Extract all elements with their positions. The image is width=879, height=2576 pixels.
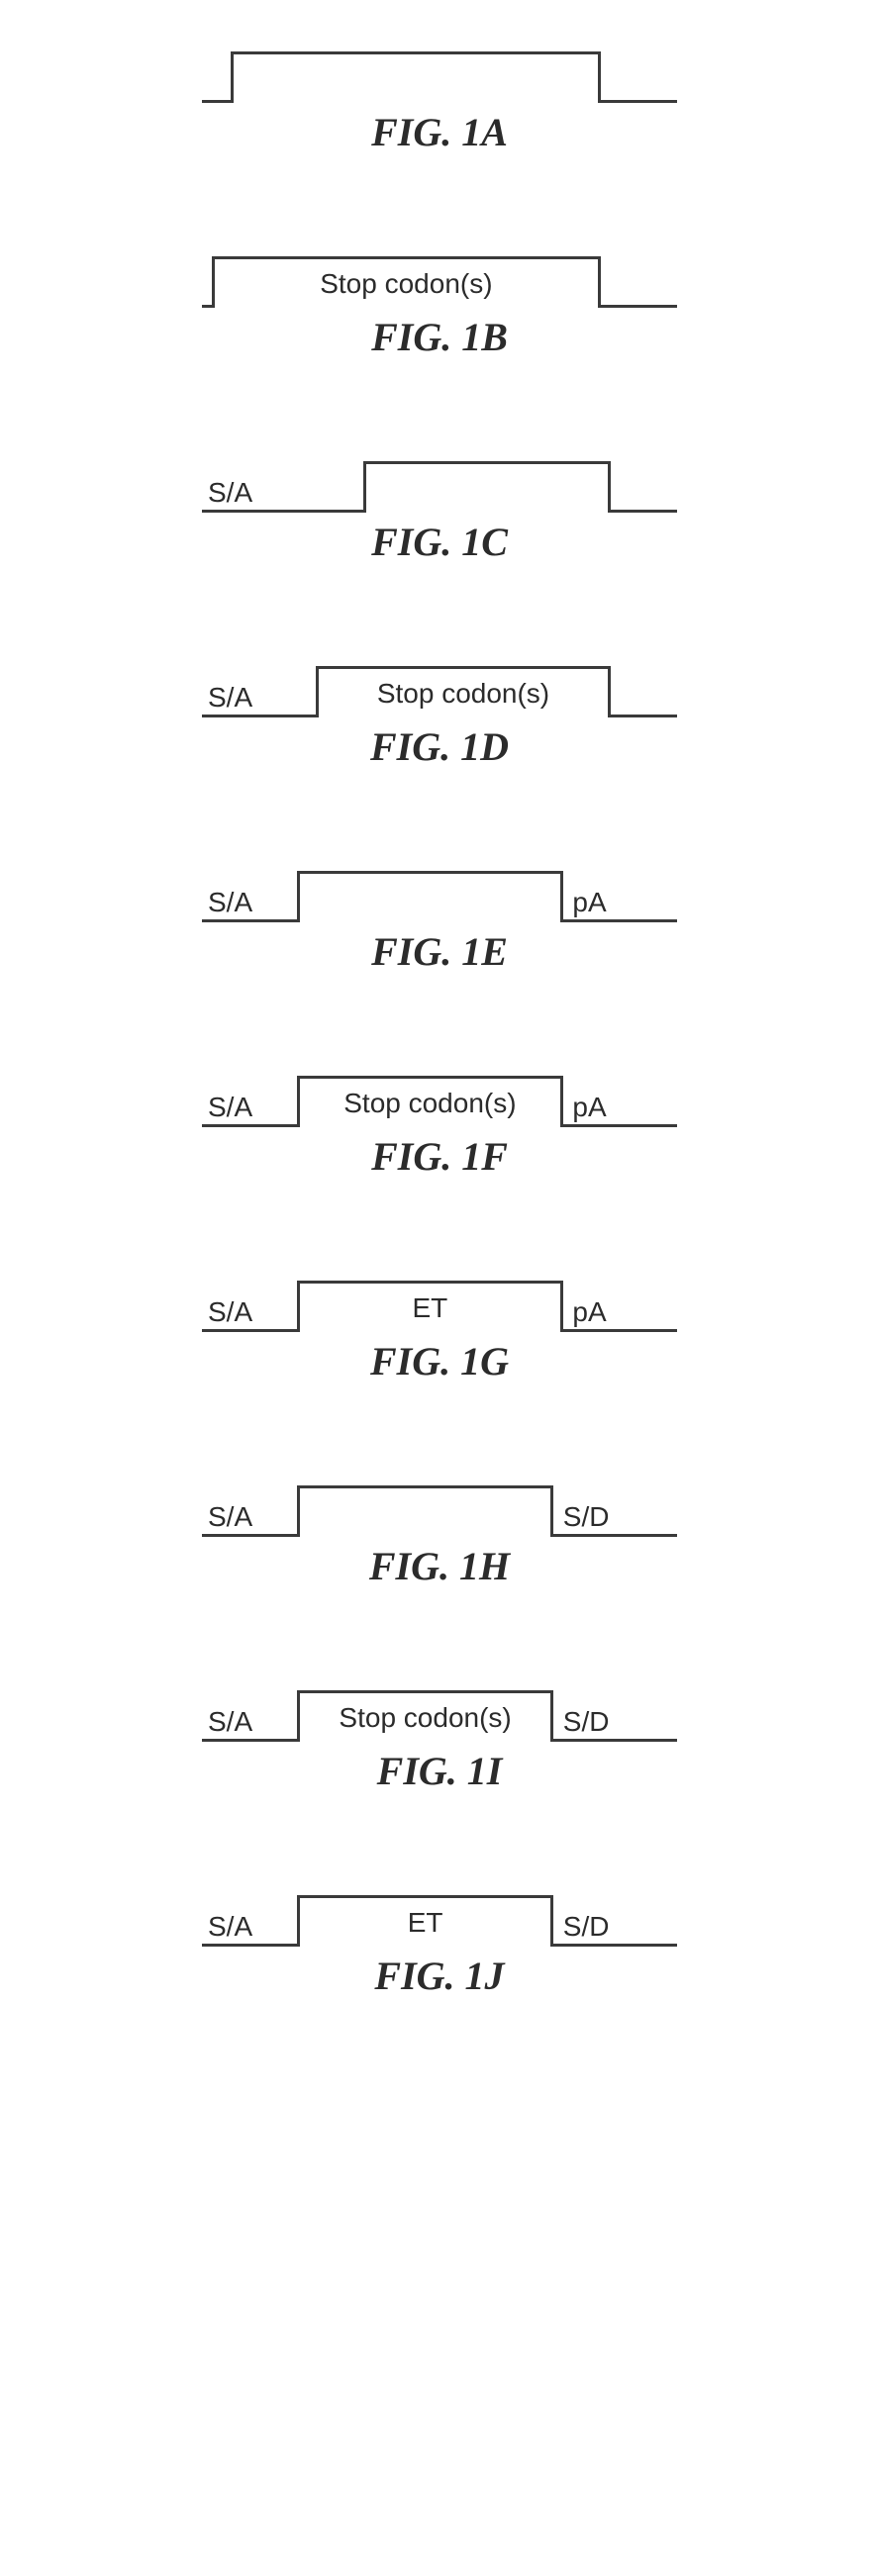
right-label: S/D <box>563 1501 610 1533</box>
construct-box: ET <box>297 1895 553 1947</box>
figure-stack: FIG. 1AStop codon(s)FIG. 1BS/AFIG. 1CS/A… <box>202 40 677 2088</box>
figure-panel-a: FIG. 1A <box>202 40 677 155</box>
left-label: S/A <box>208 682 252 714</box>
construct-box <box>231 51 601 103</box>
figure-panel-c: S/A FIG. 1C <box>202 449 677 565</box>
left-label: S/A <box>208 1911 252 1943</box>
construct-row: S/A S/D <box>202 1474 677 1537</box>
figure-panel-g: S/A ET pA FIG. 1G <box>202 1269 677 1384</box>
left-label: S/A <box>208 887 252 918</box>
construct-box <box>363 461 611 513</box>
figure-caption: FIG. 1I <box>377 1748 503 1794</box>
figure-panel-i: S/A Stop codon(s) S/D FIG. 1I <box>202 1678 677 1794</box>
figure-caption: FIG. 1D <box>370 723 509 770</box>
figure-caption: FIG. 1A <box>371 109 508 155</box>
figure-panel-h: S/A S/D FIG. 1H <box>202 1474 677 1589</box>
construct-row: S/A pA <box>202 859 677 922</box>
construct-box <box>297 871 563 922</box>
figure-caption: FIG. 1H <box>369 1543 510 1589</box>
construct-box: ET <box>297 1281 563 1332</box>
box-label: Stop codon(s) <box>377 678 549 710</box>
box-label: Stop codon(s) <box>343 1088 516 1119</box>
box-label: ET <box>408 1907 443 1939</box>
construct-box <box>297 1485 553 1537</box>
left-label: S/A <box>208 1501 252 1533</box>
construct-row: S/A Stop codon(s) <box>202 654 677 717</box>
construct-row <box>202 40 677 103</box>
construct-row: S/A Stop codon(s) S/D <box>202 1678 677 1742</box>
box-label: Stop codon(s) <box>339 1702 511 1734</box>
figure-caption: FIG. 1G <box>370 1338 509 1384</box>
construct-row: S/A ET S/D <box>202 1883 677 1947</box>
left-label: S/A <box>208 1706 252 1738</box>
figure-panel-j: S/A ET S/D FIG. 1J <box>202 1883 677 1999</box>
figure-caption: FIG. 1B <box>371 314 508 360</box>
construct-row: S/A ET pA <box>202 1269 677 1332</box>
right-label: S/D <box>563 1911 610 1943</box>
right-label: S/D <box>563 1706 610 1738</box>
figure-panel-d: S/A Stop codon(s) FIG. 1D <box>202 654 677 770</box>
right-label: pA <box>572 887 606 918</box>
left-label: S/A <box>208 1092 252 1123</box>
figure-panel-b: Stop codon(s) FIG. 1B <box>202 244 677 360</box>
construct-box: Stop codon(s) <box>316 666 611 717</box>
construct-box: Stop codon(s) <box>297 1076 563 1127</box>
figure-caption: FIG. 1F <box>371 1133 508 1180</box>
figure-caption: FIG. 1C <box>371 519 508 565</box>
construct-box: Stop codon(s) <box>297 1690 553 1742</box>
right-label: pA <box>572 1296 606 1328</box>
construct-row: Stop codon(s) <box>202 244 677 308</box>
construct-row: S/A Stop codon(s) pA <box>202 1064 677 1127</box>
box-label: Stop codon(s) <box>320 268 492 300</box>
right-label: pA <box>572 1092 606 1123</box>
box-label: ET <box>413 1292 448 1324</box>
left-label: S/A <box>208 477 252 509</box>
figure-panel-e: S/A pA FIG. 1E <box>202 859 677 975</box>
figure-caption: FIG. 1J <box>374 1953 504 1999</box>
figure-caption: FIG. 1E <box>371 928 508 975</box>
left-label: S/A <box>208 1296 252 1328</box>
figure-panel-f: S/A Stop codon(s) pA FIG. 1F <box>202 1064 677 1180</box>
construct-box: Stop codon(s) <box>212 256 602 308</box>
construct-row: S/A <box>202 449 677 513</box>
